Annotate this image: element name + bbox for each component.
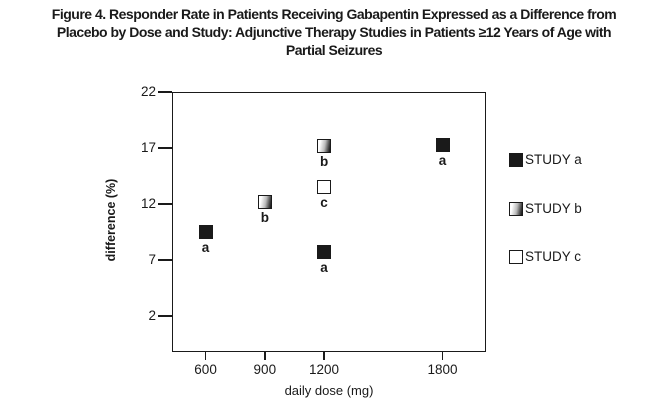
point-label-study-a-1200: a	[320, 260, 328, 276]
y-tick-mark-17	[158, 147, 172, 149]
legend-item-study-b: STUDY b	[509, 200, 582, 216]
legend-label-study-b: STUDY b	[525, 200, 582, 216]
legend-item-study-c: STUDY c	[509, 250, 581, 264]
y-tick-label-22: 22	[140, 84, 156, 99]
x-tick-mark-600	[204, 351, 207, 360]
figure-title-line-2: Placebo by Dose and Study: Adjunctive Th…	[56, 24, 612, 40]
point-label-study-c-1200: c	[320, 195, 328, 211]
y-tick-label-7: 7	[148, 252, 156, 267]
point-study-b-900	[257, 194, 272, 209]
legend-swatch-study-b	[509, 201, 523, 216]
point-study-a-1800	[435, 137, 450, 152]
y-tick-mark-22	[158, 91, 172, 93]
x-axis-title: daily dose (mg)	[284, 383, 374, 398]
figure-title: Figure 4. Responder Rate in Patients Rec…	[0, 5, 668, 59]
legend-swatch-study-a	[509, 153, 523, 167]
y-tick-label-12: 12	[140, 196, 156, 211]
y-tick-label-17: 17	[140, 140, 156, 155]
x-tick-mark-900	[264, 351, 266, 360]
y-tick-mark-2	[158, 315, 172, 317]
x-tick-label-900: 900	[253, 362, 277, 377]
y-tick-mark-12	[158, 203, 172, 205]
y-tick-label-2: 2	[148, 308, 156, 323]
point-label-study-b-900: b	[260, 209, 269, 225]
point-study-c-1200	[317, 180, 332, 195]
plot-frame	[172, 92, 486, 352]
x-tick-label-600: 600	[194, 362, 217, 377]
x-tick-label-1200: 1200	[309, 362, 340, 377]
legend-swatch-study-c	[509, 250, 523, 264]
point-label-study-a-600: a	[201, 240, 210, 255]
x-tick-mark-1800	[441, 351, 444, 360]
legend-item-study-a: STUDY a	[509, 153, 582, 167]
legend-label-study-a: STUDY a	[525, 152, 582, 167]
figure-title-line-1: Figure 4. Responder Rate in Patients Rec…	[51, 6, 617, 22]
legend-label-study-c: STUDY c	[525, 249, 582, 264]
point-label-study-b-1200: b	[319, 153, 329, 169]
x-tick-mark-1200	[323, 351, 325, 360]
y-tick-mark-7	[158, 259, 172, 261]
point-study-a-1200	[317, 245, 332, 260]
x-tick-label-1800: 1800	[427, 362, 458, 377]
figure-title-line-3: Partial Seizures	[285, 42, 383, 58]
point-study-b-1200	[317, 138, 332, 153]
point-study-a-600	[198, 225, 213, 239]
y-axis-title-text: difference (%)	[104, 178, 118, 262]
point-label-study-a-1800: a	[438, 152, 447, 168]
